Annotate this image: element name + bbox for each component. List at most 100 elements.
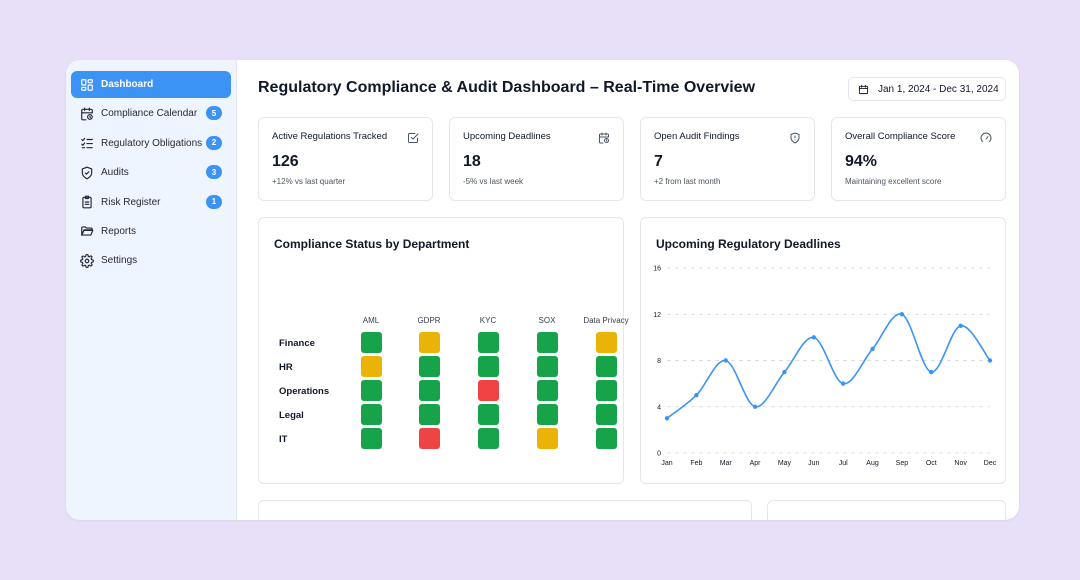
data-point[interactable] xyxy=(870,346,875,352)
x-tick-label: Apr xyxy=(750,460,762,467)
data-point[interactable] xyxy=(899,312,905,317)
sidebar-item-settings[interactable]: Settings xyxy=(71,247,231,274)
heatmap-title: Compliance Status by Department xyxy=(274,237,470,251)
series-line xyxy=(666,313,991,419)
x-tick-label: Jan xyxy=(661,460,672,467)
data-point[interactable] xyxy=(958,323,963,329)
calendar-clock-icon xyxy=(599,132,609,144)
data-point[interactable] xyxy=(723,358,728,363)
data-point[interactable] xyxy=(782,369,787,375)
sidebar-item-badge: 5 xyxy=(206,106,222,121)
heatmap-cell[interactable] xyxy=(477,356,499,377)
data-point[interactable] xyxy=(929,369,934,375)
clipboard-icon xyxy=(82,195,92,209)
heatmap-row-label: IT xyxy=(279,434,288,445)
x-tick-label: Jul xyxy=(839,460,848,467)
heatmap-cell[interactable] xyxy=(360,380,382,401)
kpi-card-open-audit-findings: Open Audit Findings 7 +2 from last month xyxy=(640,117,815,201)
chart-title: Upcoming Regulatory Deadlines xyxy=(656,237,841,251)
compliance-heatmap-card: Compliance Status by Department AML GDPR K… xyxy=(258,217,629,484)
heatmap-cell[interactable] xyxy=(477,428,499,449)
kpi-icon-wrap xyxy=(598,131,610,144)
sidebar-item-label: Regulatory Obligations xyxy=(101,137,203,149)
heatmap-row-label: Operations xyxy=(279,386,330,397)
sidebar-item-compliance-calendar[interactable]: Compliance Calendar 5 xyxy=(71,100,231,127)
sidebar-nav: Dashboard Compliance Calendar 5 Regulatory … xyxy=(66,71,236,274)
kpi-card-active-regulations-tracked: Active Regulations Tracked 126 +12% vs las… xyxy=(258,117,433,201)
heatmap-row-label: Legal xyxy=(279,410,304,421)
kpi-subtext: Maintaining excellent score xyxy=(845,177,942,186)
shield-check-icon xyxy=(81,166,93,180)
data-point[interactable] xyxy=(987,358,993,363)
heatmap-cell[interactable] xyxy=(595,428,617,449)
kpi-value: 94% xyxy=(845,153,878,170)
bottom-left-card xyxy=(258,500,752,520)
heatmap-cell[interactable] xyxy=(360,332,382,353)
x-tick-label: Mar xyxy=(720,460,733,467)
shield-alert-icon xyxy=(790,132,800,144)
x-tick-label: Aug xyxy=(866,460,879,467)
kpi-title: Open Audit Findings xyxy=(654,131,740,142)
sidebar-item-badge: 3 xyxy=(206,165,222,180)
data-point[interactable] xyxy=(664,416,670,421)
data-point[interactable] xyxy=(840,381,846,386)
heatmap-cell[interactable] xyxy=(536,356,558,377)
heatmap-cell[interactable] xyxy=(418,380,440,401)
sidebar-item-dashboard[interactable]: Dashboard xyxy=(71,71,231,98)
heatmap-cell[interactable] xyxy=(536,380,558,401)
x-tick-label: May xyxy=(778,460,792,467)
heatmap-cell[interactable] xyxy=(536,332,558,353)
heatmap-cell[interactable] xyxy=(418,428,440,449)
kpi-icon-wrap xyxy=(407,131,419,143)
kpi-title: Upcoming Deadlines xyxy=(463,131,551,142)
data-point[interactable] xyxy=(694,392,699,398)
sidebar-item-reports[interactable]: Reports xyxy=(71,218,231,245)
heatmap-cell[interactable] xyxy=(418,356,440,377)
gear-icon xyxy=(80,253,94,268)
heatmap-cell[interactable] xyxy=(595,356,617,377)
y-tick-label: 4 xyxy=(657,404,661,411)
main-content: Regulatory Compliance & Audit Dashboard … xyxy=(237,60,1019,520)
sidebar-item-label: Compliance Calendar xyxy=(101,108,198,120)
heatmap-cell[interactable] xyxy=(536,404,558,425)
heatmap-cell[interactable] xyxy=(536,428,558,449)
date-range-picker[interactable]: Jan 1, 2024 - Dec 31, 2024 xyxy=(848,77,1006,101)
heatmap-cell[interactable] xyxy=(360,428,382,449)
sidebar-item-label: Reports xyxy=(101,225,137,237)
heatmap-cell[interactable] xyxy=(418,332,440,353)
heatmap-cell[interactable] xyxy=(595,404,617,425)
shield-check-icon-wrap xyxy=(80,166,94,180)
heatmap-cell[interactable] xyxy=(477,332,499,353)
app-window: Dashboard Compliance Calendar 5 Regulatory … xyxy=(66,60,1019,520)
gear-icon-wrap xyxy=(80,253,94,268)
heatmap-cell[interactable] xyxy=(360,404,382,425)
date-range-label: Jan 1, 2024 - Dec 31, 2024 xyxy=(878,83,999,95)
data-point[interactable] xyxy=(752,404,758,409)
kpi-icon-wrap xyxy=(789,131,801,144)
sidebar-item-risk-register[interactable]: Risk Register 1 xyxy=(71,189,231,216)
heatmap-cell[interactable] xyxy=(595,332,617,353)
x-tick-label: Oct xyxy=(926,460,937,467)
sidebar-item-label: Dashboard xyxy=(101,79,154,90)
kpi-value: 126 xyxy=(272,153,299,170)
deadlines-line-chart: 0 4 8 12 16 Jan Feb Mar Apr May Jun Jul Aug Sep Oct Nov… xyxy=(653,266,997,468)
y-tick-label: 12 xyxy=(653,312,661,319)
bottom-right-card xyxy=(767,500,1006,520)
sidebar-item-audits[interactable]: Audits 3 xyxy=(71,159,231,186)
heatmap-cell[interactable] xyxy=(595,380,617,401)
dashboard-icon xyxy=(81,78,93,91)
page-title: Regulatory Compliance & Audit Dashboard … xyxy=(258,79,756,96)
sidebar-item-regulatory-obligations[interactable]: Regulatory Obligations 2 xyxy=(71,130,231,157)
gauge-icon xyxy=(980,132,992,143)
kpi-subtext: +2 from last month xyxy=(654,177,721,186)
heatmap-column-header: AML xyxy=(362,316,380,325)
heatmap-cell[interactable] xyxy=(477,380,499,401)
calendar-icon xyxy=(858,84,869,94)
x-tick-label: Jun xyxy=(808,460,819,467)
data-point[interactable] xyxy=(811,335,817,340)
heatmap-cell[interactable] xyxy=(418,404,440,425)
heatmap-cell[interactable] xyxy=(360,356,382,377)
folder-open-icon-wrap xyxy=(80,224,94,238)
dashboard-icon-wrap xyxy=(80,78,94,92)
heatmap-cell[interactable] xyxy=(477,404,499,425)
